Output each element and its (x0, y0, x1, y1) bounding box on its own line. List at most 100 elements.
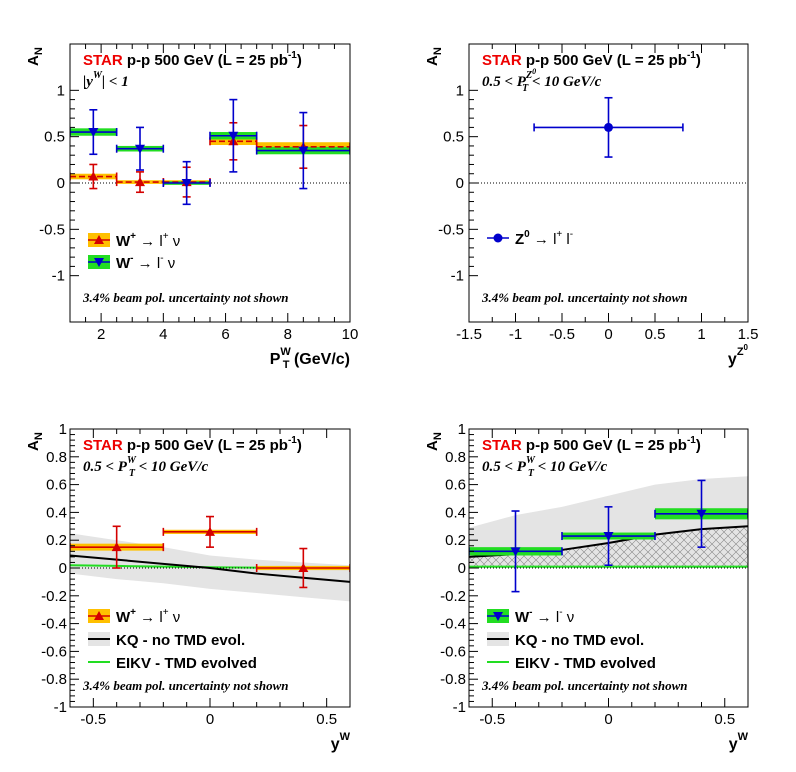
legend-marker (94, 235, 104, 244)
legend-label-main: EIKV - TMD evolved (515, 655, 656, 672)
data-point-W- (510, 547, 521, 557)
y-tick-label: -0.6 (440, 643, 466, 660)
x-tick-label: 0 (604, 326, 612, 343)
header-lumi-sup: -1 (288, 435, 297, 446)
kinematic-cut-sup: W (127, 455, 137, 466)
x-tick-label: -1.5 (456, 326, 482, 343)
y-axis-title-sub: N (33, 432, 45, 440)
y-axis-title: AN (25, 47, 45, 66)
kinematic-cut-tail: | < 1 (102, 74, 129, 90)
y-tick-label: -1 (52, 268, 65, 285)
legend-label-sup: 0 (524, 229, 530, 240)
x-axis-title-unit: (GeV/c) (290, 351, 350, 368)
legend-label-sup2: + (556, 229, 562, 240)
y-tick-label: 0.2 (445, 532, 466, 549)
y-axis-title: AN (424, 432, 444, 451)
y-tick-label: -0.5 (39, 221, 65, 238)
legend-label-sup2: - (160, 253, 163, 264)
kinematic-cut-sup: W (93, 70, 103, 81)
legend-label-arrow: → l (533, 609, 560, 626)
legend-label-sup2: - (559, 607, 562, 618)
x-axis-title: yZ0 (728, 343, 749, 368)
y-tick-label: -0.5 (438, 221, 464, 238)
y-tick-label: -0.8 (440, 671, 466, 688)
x-axis-title-main: y (728, 351, 737, 368)
y-tick-label: 0 (57, 175, 65, 192)
legend-label-tail: ν (563, 609, 575, 626)
header: STAR p-p 500 GeV (L = 25 pb-1) (83, 50, 302, 69)
y-tick-label: 1 (57, 82, 65, 99)
header: STAR p-p 500 GeV (L = 25 pb-1) (482, 435, 701, 454)
kinematic-cut-main: 0.5 < P (83, 459, 128, 475)
x-axis-title: PW T (GeV/c) (270, 346, 350, 371)
y-tick-label: 0 (59, 560, 67, 577)
legend-label-tail: ν (169, 233, 181, 250)
legend-label-main: Z (515, 231, 524, 248)
legend-label: EIKV - TMD evolved (515, 655, 656, 672)
legend-item-W-: W- → l- ν (487, 607, 574, 626)
kinematic-cut-sup: W (526, 455, 536, 466)
chart-yplus: -0.5 0 0.5 -1 -0.8 -0.6 -0.4 -0.2 0 0.2 0.4 0.6 0.8 1… (25, 421, 351, 753)
legend-item-W+: W+ → l+ ν (88, 607, 180, 626)
x-tick-label: 4 (159, 326, 167, 343)
legend-item-KQ: KQ - no TMD evol. (88, 632, 245, 649)
data-point-W- (696, 509, 707, 519)
legend-label: W+ → l+ ν (116, 231, 180, 250)
legend-item-W+: W+ → l+ ν (88, 231, 180, 250)
legend-label: KQ - no TMD evol. (515, 632, 644, 649)
x-tick-label: 0.5 (645, 326, 666, 343)
kinematic-cut-tail: < 10 GeV/c (135, 459, 208, 475)
header-close: ) (297, 437, 302, 454)
legend-label-main: W (515, 609, 530, 626)
header: STAR p-p 500 GeV (L = 25 pb-1) (83, 435, 302, 454)
legend-label-main: KQ - no TMD evol. (116, 632, 245, 649)
legend-label: EIKV - TMD evolved (116, 655, 257, 672)
x-tick-label: 1 (697, 326, 705, 343)
data-point-W- (181, 179, 192, 188)
kinematic-cut-tail: < 10 GeV/c (534, 459, 607, 475)
y-axis-title: AN (424, 47, 444, 66)
x-tick-label: 6 (221, 326, 229, 343)
legend-label-sup: + (130, 231, 136, 242)
y-axis-title-main: A (25, 440, 42, 451)
plot-area (70, 98, 350, 206)
header-star: STAR (83, 52, 123, 69)
y-tick-label: 0.6 (46, 477, 67, 494)
x-axis-title-sup: Z (737, 346, 744, 358)
uncertainty-note: 3.4% beam pol. uncertainty not shown (82, 290, 289, 305)
y-tick-label: -0.8 (41, 671, 67, 688)
y-tick-label: -0.4 (440, 616, 466, 633)
y-axis-title-main: A (25, 55, 42, 66)
kinematic-cut: |yW| < 1 (83, 70, 129, 90)
legend-label-main: W (116, 609, 131, 626)
x-tick-label: 1.5 (738, 326, 759, 343)
chart-yminus: -0.5 0 0.5 -1 -0.8 -0.6 -0.4 -0.2 0 0.2 0.4 0.6 0.8 1… (424, 421, 749, 753)
x-axis-title-main: P (270, 351, 281, 368)
y-axis-title-sub: N (33, 47, 45, 55)
header-star: STAR (482, 52, 522, 69)
x-tick-label: 0 (604, 711, 612, 728)
y-tick-label: 1 (458, 421, 466, 438)
kinematic-cut-sub: T (528, 468, 535, 479)
legend-label: W- → l- ν (515, 607, 574, 626)
header-star: STAR (482, 437, 522, 454)
y-tick-label: 0.4 (445, 504, 466, 521)
y-axis-title: AN (25, 432, 45, 451)
y-tick-label: -1 (451, 268, 464, 285)
data-point-W- (603, 532, 614, 542)
kinematic-cut-sup2: 0 (532, 67, 536, 76)
x-tick-label: 10 (342, 326, 359, 343)
legend-label-tail: ν (164, 255, 176, 272)
x-axis-title-sub: T (283, 359, 290, 371)
x-axis-title-sup2: 0 (744, 343, 749, 352)
header-collision: p-p 500 GeV (L = 25 pb (123, 437, 288, 454)
y-tick-label: 1 (456, 82, 464, 99)
legend-label: Z0 → l+ l- (515, 229, 573, 248)
y-tick-label: -0.2 (41, 588, 67, 605)
header-star: STAR (83, 437, 123, 454)
legend-label-arrow: → l (136, 609, 163, 626)
x-tick-label: -1 (509, 326, 522, 343)
legend-label: W- → l- ν (116, 253, 175, 272)
y-tick-label: -0.6 (41, 643, 67, 660)
